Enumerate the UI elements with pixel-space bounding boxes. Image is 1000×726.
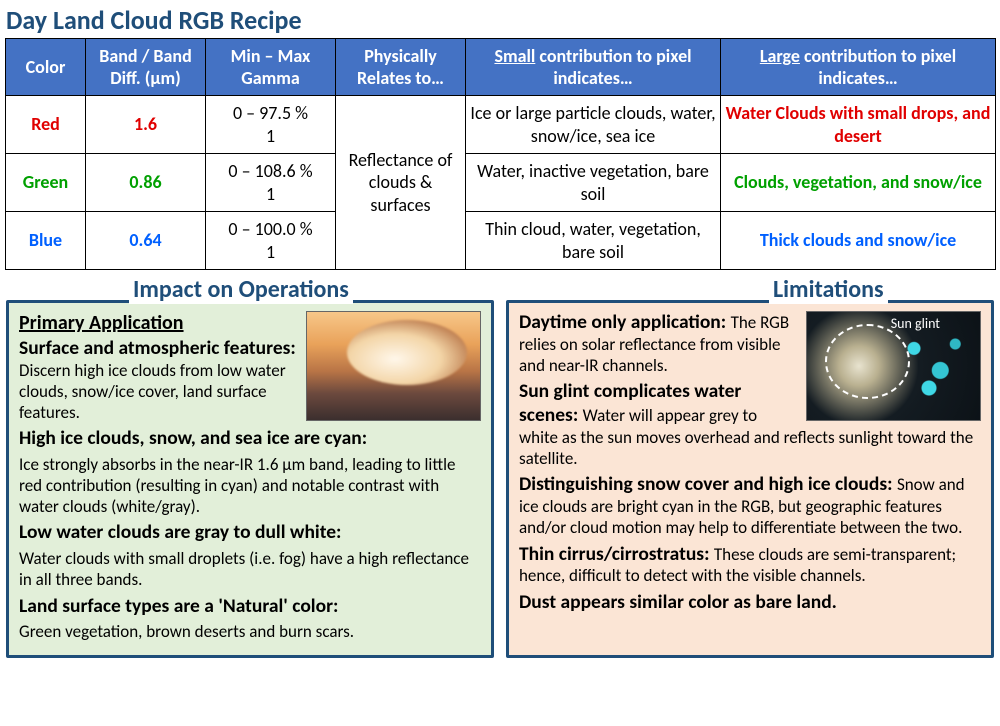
impact-heading: Impact on Operations (129, 275, 353, 304)
limits-p4: Thin cirrus/cirrostratus: These clouds a… (519, 543, 981, 588)
cell-blue-band: 0.64 (86, 212, 206, 270)
cell-green-small: Water, inactive vegetation, bare soil (466, 154, 721, 212)
cell-blue-gamma: 0 – 100.0 %1 (206, 212, 336, 270)
th-phys: Physically Relates to… (336, 39, 466, 96)
cell-green-gamma: 0 – 108.6 %1 (206, 154, 336, 212)
impact-box: Impact on Operations Primary Application… (6, 300, 494, 658)
cell-red-gamma: 0 – 97.5 %1 (206, 96, 336, 154)
table-row-blue: Blue 0.64 0 – 100.0 %1 Thin cloud, water… (6, 212, 996, 270)
table-header-row: Color Band / Band Diff. (µm) Min – Max G… (6, 39, 996, 96)
cell-green-label: Green (6, 154, 86, 212)
th-small: Small contribution to pixel indicates… (466, 39, 721, 96)
limits-p3: Distinguishing snow cover and high ice c… (519, 473, 981, 538)
limits-p5: Dust appears similar color as bare land. (519, 591, 981, 615)
cell-green-large: Clouds, vegetation, and snow/ice (721, 154, 996, 212)
table-row-green: Green 0.86 0 – 108.6 %1 Water, inactive … (6, 154, 996, 212)
bottom-boxes: Impact on Operations Primary Application… (0, 292, 1000, 658)
cell-blue-small: Thin cloud, water, vegetation, bare soil (466, 212, 721, 270)
impact-p3-body: Water clouds with small droplets (i.e. f… (19, 549, 481, 590)
cloud-photo (306, 311, 481, 421)
th-band: Band / Band Diff. (µm) (86, 39, 206, 96)
cell-blue-label: Blue (6, 212, 86, 270)
impact-p2-body: Ice strongly absorbs in the near-IR 1.6 … (19, 455, 481, 517)
sun-glint-photo: Sun glint (806, 311, 981, 421)
recipe-table: Color Band / Band Diff. (µm) Min – Max G… (5, 38, 996, 270)
impact-p4-lead: Land surface types are a 'Natural' color… (19, 595, 481, 619)
page-title: Day Land Cloud RGB Recipe (0, 0, 1000, 38)
cell-red-band: 1.6 (86, 96, 206, 154)
th-color: Color (6, 39, 86, 96)
cell-blue-large: Thick clouds and snow/ice (721, 212, 996, 270)
cell-green-band: 0.86 (86, 154, 206, 212)
impact-p4-body: Green vegetation, brown deserts and burn… (19, 622, 481, 643)
cell-phys: Reflectance of clouds & surfaces (336, 96, 466, 270)
limitations-box: Limitations Sun glint Daytime only appli… (506, 300, 994, 658)
cell-red-small: Ice or large particle clouds, water, sno… (466, 96, 721, 154)
th-gamma: Min – Max Gamma (206, 39, 336, 96)
cell-red-large: Water Clouds with small drops, and deser… (721, 96, 996, 154)
table-row-red: Red 1.6 0 – 97.5 %1 Reflectance of cloud… (6, 96, 996, 154)
limitations-heading: Limitations (769, 275, 888, 304)
cell-red-label: Red (6, 96, 86, 154)
sun-glint-label: Sun glint (891, 315, 940, 332)
impact-p2-lead: High ice clouds, snow, and sea ice are c… (19, 427, 481, 451)
th-large: Large contribution to pixel indicates… (721, 39, 996, 96)
sun-glint-circle (825, 324, 910, 399)
impact-p3-lead: Low water clouds are gray to dull white: (19, 521, 481, 545)
